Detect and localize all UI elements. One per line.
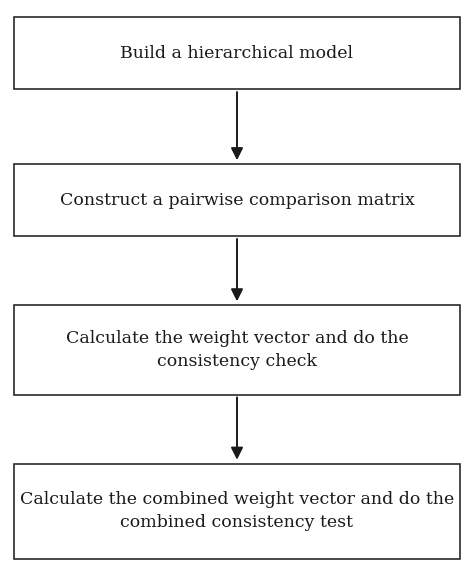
Text: Calculate the weight vector and do the
consistency check: Calculate the weight vector and do the c… xyxy=(65,329,409,370)
Bar xyxy=(14,305,460,395)
Text: Build a hierarchical model: Build a hierarchical model xyxy=(120,45,354,62)
Bar xyxy=(14,164,460,236)
Bar xyxy=(14,17,460,89)
Text: Calculate the combined weight vector and do the
combined consistency test: Calculate the combined weight vector and… xyxy=(20,491,454,532)
Bar xyxy=(14,464,460,559)
Text: Construct a pairwise comparison matrix: Construct a pairwise comparison matrix xyxy=(60,192,414,209)
